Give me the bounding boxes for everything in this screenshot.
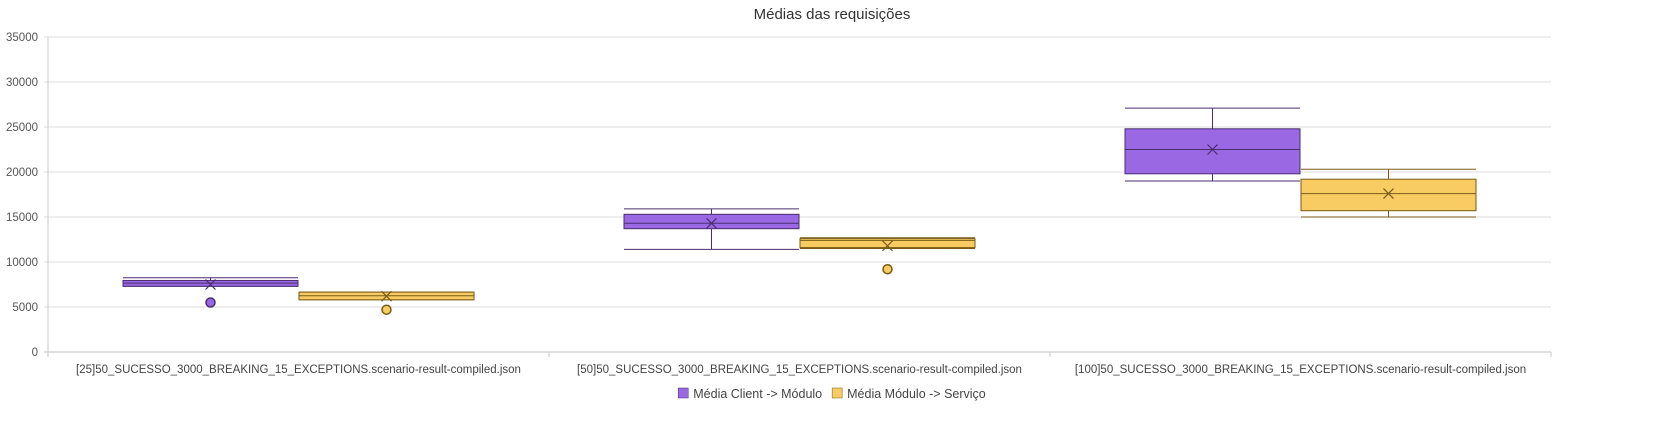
mean-marker (1207, 144, 1218, 155)
y-tick-label: 0 (32, 347, 38, 359)
outlier-point (381, 304, 392, 315)
y-tick-label: 25000 (6, 122, 38, 134)
plot-area (122, 107, 1477, 315)
iqr-box (1300, 178, 1477, 212)
legend-label: Média Módulo -> Serviço (847, 387, 986, 401)
outlier-point (882, 263, 893, 275)
y-tick-label: 10000 (6, 257, 38, 269)
mean-marker (1383, 188, 1394, 200)
legend-swatch (831, 387, 843, 399)
box-0-1 (623, 208, 800, 250)
chart-title: Médias das requisições (754, 6, 911, 23)
mean-marker (706, 217, 717, 229)
grid-lines (44, 36, 1551, 353)
iqr-box (623, 213, 800, 230)
mean-marker (882, 240, 893, 252)
category-label: [100]50_SUCESSO_3000_BREAKING_15_EXCEPTI… (1075, 364, 1526, 376)
iqr-box (799, 238, 976, 249)
legend-label: Média Client -> Módulo (693, 387, 822, 401)
box-1-0 (298, 290, 475, 315)
category-label: [50]50_SUCESSO_3000_BREAKING_15_EXCEPTIO… (577, 364, 1022, 376)
y-tick-label: 30000 (6, 77, 38, 89)
iqr-box (1124, 128, 1301, 175)
category-label: [25]50_SUCESSO_3000_BREAKING_15_EXCEPTIO… (76, 364, 521, 376)
legend-swatch (678, 387, 689, 399)
box-0-0 (122, 277, 299, 308)
axes: 0 5000 10000 15000 20000 25000 30000 35000 (6, 32, 1552, 359)
y-tick-label: 20000 (6, 167, 38, 179)
box-0-2 (1124, 107, 1301, 182)
y-tick-label: 5000 (12, 302, 38, 314)
y-tick-label: 15000 (6, 212, 38, 224)
mean-marker (205, 279, 216, 290)
mean-marker (381, 290, 392, 302)
category-labels: [25]50_SUCESSO_3000_BREAKING_15_EXCEPTIO… (76, 364, 1526, 376)
outlier-point (205, 297, 216, 308)
legend: Média Client -> Módulo Média Módulo -> Se… (678, 387, 986, 401)
box-1-1 (799, 237, 976, 275)
box-1-2 (1300, 168, 1477, 218)
y-tick-label: 35000 (6, 32, 38, 44)
